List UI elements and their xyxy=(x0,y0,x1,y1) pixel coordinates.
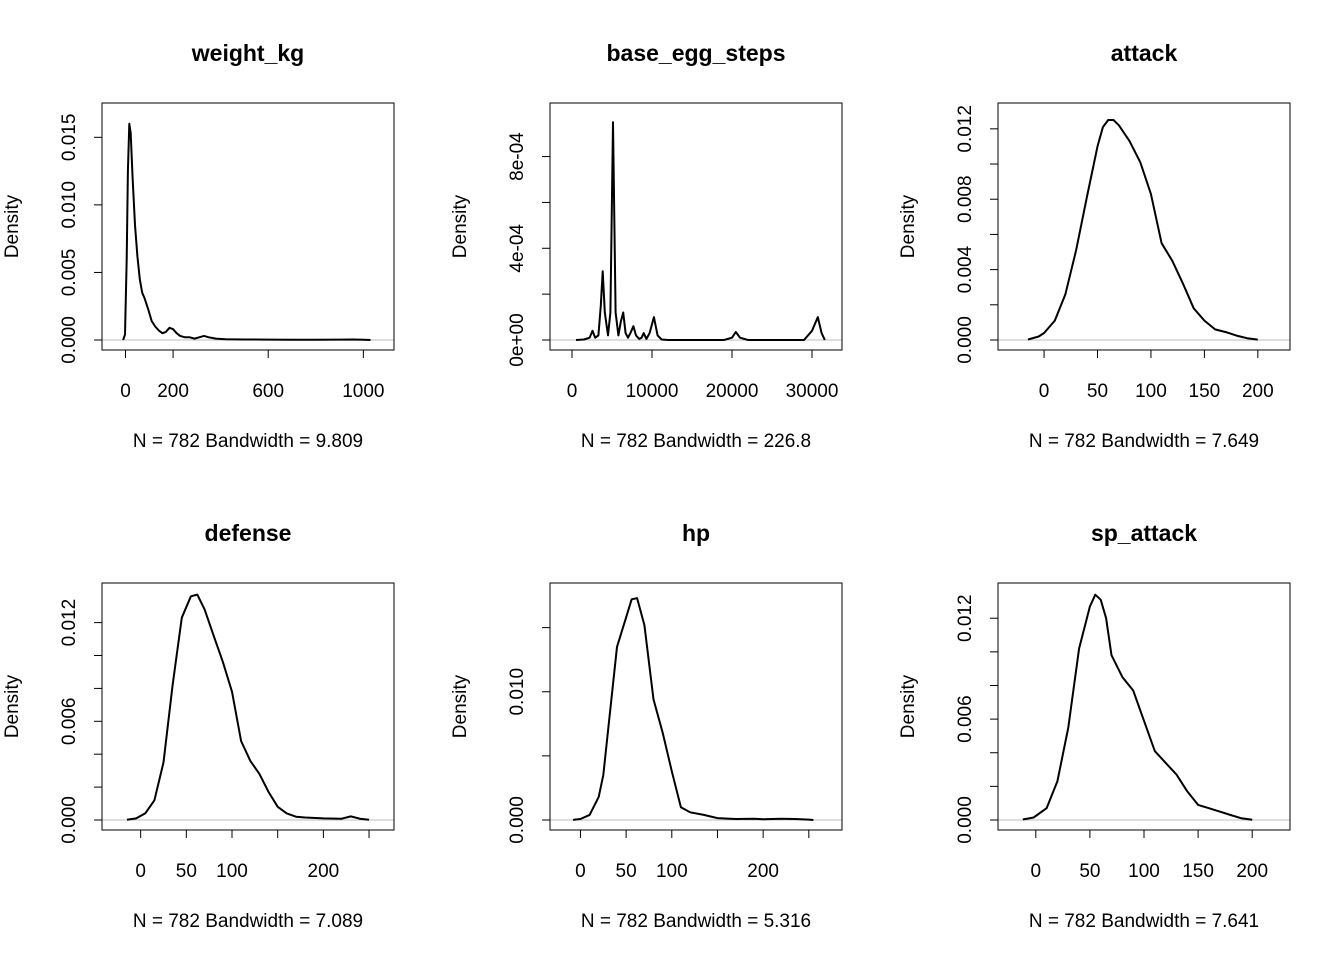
x-tick-label: 1000 xyxy=(342,381,384,402)
x-tick-label: 30000 xyxy=(786,381,839,402)
panel-title: sp_attack xyxy=(1091,520,1197,546)
x-tick-label: 50 xyxy=(176,861,197,882)
x-tick-label: 600 xyxy=(252,381,284,402)
y-tick-label: 0.000 xyxy=(59,316,80,364)
y-tick-label: 0.012 xyxy=(955,105,976,153)
density-panel-sp-attack: sp_attack Density N = 782 Bandwidth = 7.64… xyxy=(898,520,1291,932)
x-axis-label: N = 782 Bandwidth = 5.316 xyxy=(581,911,811,932)
panel-title: attack xyxy=(1111,40,1178,66)
y-tick-label: 0.010 xyxy=(507,668,528,716)
panel-title: hp xyxy=(682,520,710,546)
x-tick-label: 200 xyxy=(157,381,189,402)
y-tick-label: 0.010 xyxy=(59,181,80,229)
y-tick-label: 4e-04 xyxy=(507,224,528,273)
x-tick-label: 0 xyxy=(575,861,586,882)
panel-title: weight_kg xyxy=(191,40,304,66)
y-tick-label: 0.012 xyxy=(59,599,80,647)
y-tick-label: 0.000 xyxy=(955,796,976,844)
y-tick-label: 0.000 xyxy=(59,796,80,844)
x-tick-label: 10000 xyxy=(626,381,679,402)
density-panel-hp: hp Density N = 782 Bandwidth = 5.316 0 50 100… xyxy=(450,520,843,932)
x-axis-label: N = 782 Bandwidth = 7.089 xyxy=(133,911,363,932)
y-tick-label: 0.000 xyxy=(955,316,976,364)
x-axis-label: N = 782 Bandwidth = 7.649 xyxy=(1029,431,1259,452)
y-axis-label: Density xyxy=(898,194,919,258)
y-tick-label: 0.006 xyxy=(955,695,976,743)
x-tick-label: 100 xyxy=(1128,861,1160,882)
density-curve xyxy=(1027,119,1258,341)
y-tick-label: 0.008 xyxy=(955,175,976,223)
y-tick-label: 0.005 xyxy=(59,249,80,297)
x-tick-label: 200 xyxy=(308,861,340,882)
x-tick-label: 200 xyxy=(1242,381,1274,402)
plot-frame xyxy=(549,102,843,351)
x-tick-label: 0 xyxy=(135,861,146,882)
x-tick-label: 0 xyxy=(567,381,578,402)
x-tick-label: 50 xyxy=(1087,381,1108,402)
x-tick-label: 150 xyxy=(1182,861,1214,882)
y-axis-label: Density xyxy=(2,194,23,258)
x-tick-label: 100 xyxy=(656,861,688,882)
plot-frame xyxy=(997,102,1291,351)
density-panel-defense: defense Density N = 782 Bandwidth = 7.089 0… xyxy=(2,520,395,932)
y-axis-label: Density xyxy=(898,674,919,738)
y-tick-label: 0.006 xyxy=(59,698,80,746)
density-panel-base-egg-steps: base_egg_steps Density N = 782 Bandwidth =… xyxy=(450,40,843,452)
x-tick-label: 100 xyxy=(216,861,248,882)
x-tick-label: 50 xyxy=(1079,861,1100,882)
x-axis-label: N = 782 Bandwidth = 226.8 xyxy=(581,431,811,452)
y-axis-label: Density xyxy=(450,674,471,738)
y-tick-label: 0e+00 xyxy=(507,313,528,366)
y-tick-label: 8e-04 xyxy=(507,132,528,181)
x-tick-label: 50 xyxy=(616,861,637,882)
density-curve xyxy=(126,593,370,821)
y-tick-label: 0.004 xyxy=(955,245,976,293)
density-curve xyxy=(1022,593,1253,821)
y-tick-label: 0.015 xyxy=(59,114,80,162)
y-tick-label: 0.000 xyxy=(507,796,528,844)
density-curve xyxy=(122,122,371,341)
panel-title: defense xyxy=(205,520,292,546)
density-curve xyxy=(575,121,826,341)
density-curve xyxy=(572,597,814,821)
x-tick-label: 20000 xyxy=(706,381,759,402)
x-tick-label: 200 xyxy=(747,861,779,882)
density-panel-attack: attack Density N = 782 Bandwidth = 7.649 0 5… xyxy=(898,40,1291,452)
x-axis-label: N = 782 Bandwidth = 9.809 xyxy=(133,431,363,452)
x-tick-label: 150 xyxy=(1189,381,1221,402)
x-tick-label: 200 xyxy=(1236,861,1268,882)
x-tick-label: 0 xyxy=(1031,861,1042,882)
x-tick-label: 100 xyxy=(1135,381,1167,402)
plot-frame xyxy=(997,582,1291,831)
y-tick-label: 0.012 xyxy=(955,594,976,642)
x-axis-label: N = 782 Bandwidth = 7.641 xyxy=(1029,911,1259,932)
density-panel-weight-kg: weight_kg Density N = 782 Bandwidth = 9.80… xyxy=(2,40,395,452)
plot-frame xyxy=(101,102,395,351)
plot-frame xyxy=(101,582,395,831)
panel-title: base_egg_steps xyxy=(607,40,786,66)
y-axis-label: Density xyxy=(450,194,471,258)
y-axis-label: Density xyxy=(2,674,23,738)
plot-frame xyxy=(549,582,843,831)
x-tick-label: 0 xyxy=(1039,381,1050,402)
x-tick-label: 0 xyxy=(120,381,131,402)
